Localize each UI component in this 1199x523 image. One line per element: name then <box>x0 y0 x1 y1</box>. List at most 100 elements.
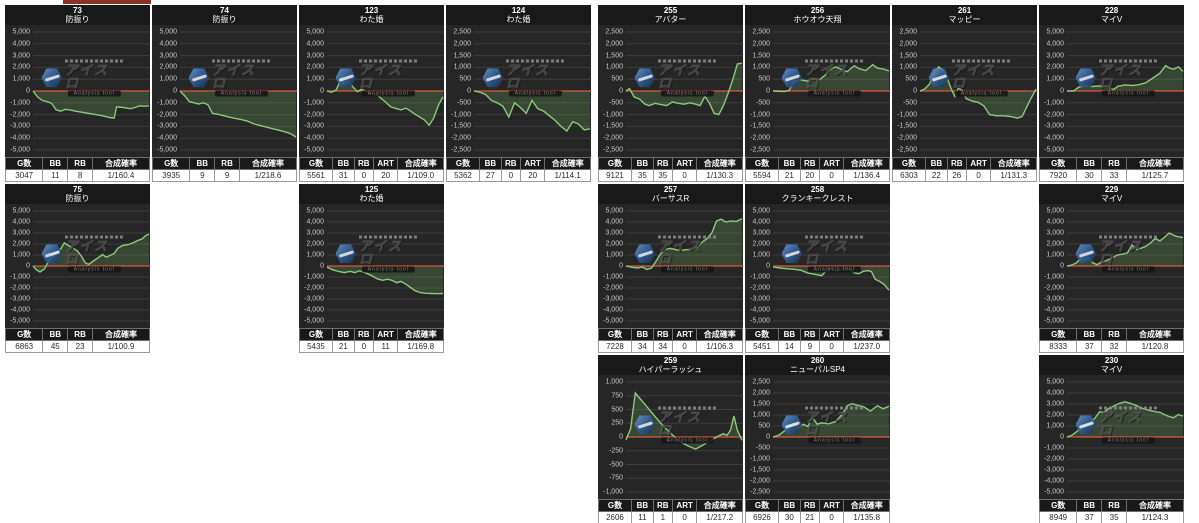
y-axis-tick-label: 0 <box>766 262 770 270</box>
y-axis-tick-label: 2,000 <box>1046 411 1064 419</box>
payout-graph: アイスロ Analysis tool 5,000 4,000 3,000 2,000 1… <box>152 25 297 157</box>
machine-name: わた婚 <box>359 194 384 203</box>
y-axis-tick-label: 0 <box>1060 433 1064 441</box>
stats-cell: 1/237.0 <box>843 340 890 353</box>
y-axis-tick-label: 500 <box>611 406 623 413</box>
y-axis-tick-label: -500 <box>755 444 770 452</box>
y-axis-tick-label: 250 <box>611 419 623 427</box>
stats-cell: 37 <box>1076 511 1103 523</box>
stats-col-header: RB <box>946 157 967 170</box>
y-axis-tick-label: 2,000 <box>306 240 324 248</box>
stats-table: G数 BB RB ART 合成確率 7228 34 34 0 1/106.3 <box>598 328 743 353</box>
payout-line <box>919 65 1037 119</box>
machine-panel[interactable]: 230 マイV アイスロ Analysis tool 5,000 4,000 3,0… <box>1038 355 1185 523</box>
machine-panel[interactable]: 256 ホウオウ天翔 アイスロ Analysis tool 2,500 2,000… <box>745 5 890 182</box>
stats-cell: 32 <box>1101 340 1127 353</box>
machine-panel[interactable]: 123 わた婚 アイスロ Analysis tool 5,000 4,000 3,0… <box>299 5 444 182</box>
stats-table: G数 BB RB ART 合成確率 2606 11 1 0 1/217.2 <box>598 499 743 523</box>
stats-value-row: 8333 37 32 1/120.8 <box>1038 340 1185 353</box>
area-fill <box>626 393 742 450</box>
machine-panel[interactable]: 255 アバター アイスロ Analysis tool 2,500 2,000 1,… <box>598 5 743 182</box>
payout-graph: アイスロ Analysis tool 5,000 4,000 3,000 2,000 1… <box>299 204 444 328</box>
y-axis-tick-label: 500 <box>611 75 623 83</box>
y-axis-tick-label: 1,000 <box>752 251 770 259</box>
y-axis-tick-label: -2,000 <box>157 111 177 119</box>
stats-header-row: G数 BB RB ART 合成確率 <box>745 157 890 170</box>
y-axis-tick-label: -2,000 <box>10 111 30 119</box>
y-axis-tick-label: 5,000 <box>1046 28 1064 36</box>
y-axis-tick-label: 2,000 <box>752 40 770 48</box>
payout-graph: アイスロ Analysis tool 2,500 2,000 1,500 1,000 5… <box>745 25 890 157</box>
stats-col-header: G数 <box>598 157 632 170</box>
stats-value-row: 6303 22 26 0 1/131.3 <box>892 169 1037 182</box>
y-axis-tick-label: -2,000 <box>603 284 623 292</box>
stats-col-header: RB <box>652 157 673 170</box>
y-axis-tick-label: -3,000 <box>10 122 30 130</box>
y-axis-tick-label: 2,000 <box>12 63 30 71</box>
y-axis-tick-label: 5,000 <box>306 207 324 215</box>
machine-panel[interactable]: 74 防振り アイスロ Analysis tool 5,000 4,000 3,00… <box>151 5 298 182</box>
stats-col-header: G数 <box>1038 328 1078 341</box>
stats-table: G数 BB RB 合成確率 6863 45 23 1/100.9 <box>4 328 151 353</box>
machine-name: マイV <box>1100 15 1123 24</box>
y-axis-tick-label: 1,500 <box>899 52 917 60</box>
stats-table-wrap: G数 BB RB 合成確率 8333 37 32 1/120.8 <box>1038 328 1185 353</box>
machine-panel[interactable]: 228 マイV アイスロ Analysis tool 5,000 4,000 3,0… <box>1038 5 1185 182</box>
machine-panel[interactable]: 260 ニューパルSP4 アイスロ Analysis tool 2,500 2,0… <box>745 355 890 523</box>
machine-number: 255 <box>663 5 678 15</box>
stats-table-wrap: G数 BB RB ART 合成確率 7228 34 34 0 1/106.3 <box>598 328 743 353</box>
y-axis-tick-label: 3,000 <box>752 229 770 237</box>
top-red-bar-fragment <box>63 0 151 4</box>
y-axis-tick-label: -3,000 <box>157 122 177 130</box>
area-fill <box>1067 65 1183 91</box>
stats-header-row: G数 BB RB 合成確率 <box>1038 157 1185 170</box>
stats-cell: 11 <box>42 169 69 182</box>
stats-col-header: G数 <box>151 157 191 170</box>
machine-panel[interactable]: 125 わた婚 アイスロ Analysis tool 5,000 4,000 3,0… <box>299 184 444 353</box>
y-axis-tick-label: -1,000 <box>451 111 471 119</box>
y-axis-tick-label: 0 <box>26 87 30 95</box>
stats-cell: 6926 <box>745 511 779 523</box>
stats-col-header: BB <box>777 499 801 512</box>
y-axis-tick-label: 5,000 <box>12 207 30 215</box>
y-axis-tick-label: -4,000 <box>10 134 30 142</box>
machine-panel[interactable]: 229 マイV アイスロ Analysis tool 5,000 4,000 3,0… <box>1038 184 1185 353</box>
machine-name: ニューパルSP4 <box>789 365 846 374</box>
y-axis-tick-label: -1,000 <box>603 273 623 281</box>
y-axis-tick-label: -5,000 <box>750 317 770 325</box>
stats-col-header: ART <box>519 157 546 170</box>
y-axis-tick-label: 1,000 <box>453 63 471 71</box>
stats-col-header: 合成確率 <box>397 328 444 341</box>
stats-cell: 1/106.3 <box>696 340 743 353</box>
machine-panel[interactable]: 257 バーサスR アイスロ Analysis tool 5,000 4,000 3… <box>598 184 743 353</box>
y-axis-tick-label: 5,000 <box>752 207 770 215</box>
y-axis-tick-label: -500 <box>902 99 917 107</box>
y-axis-tick-label: 5,000 <box>306 28 324 36</box>
y-axis-tick-label: -4,000 <box>1044 134 1064 142</box>
machine-panel[interactable]: 258 クランキークレスト アイスロ Analysis tool 5,000 4,… <box>745 184 890 353</box>
payout-line <box>625 391 743 450</box>
y-axis-tick-label: -2,000 <box>1044 455 1064 463</box>
machine-panel[interactable]: 261 マッピー アイスロ Analysis tool 2,500 2,000 1,… <box>892 5 1037 182</box>
machine-panel-header: 261 マッピー <box>892 5 1037 25</box>
machine-panel[interactable]: 124 わた婚 アイスロ Analysis tool 2,500 2,000 1,5… <box>446 5 591 182</box>
stats-col-header: 合成確率 <box>1125 328 1185 341</box>
machine-name: マイV <box>1100 365 1123 374</box>
machine-panel-header: 125 わた婚 <box>299 184 444 204</box>
y-axis-tick-label: -2,000 <box>750 284 770 292</box>
machine-panel[interactable]: 259 ハイパーラッシュ アイスロ Analysis tool 1,000 750… <box>598 355 743 523</box>
machine-panel[interactable]: 73 防振り アイスロ Analysis tool 5,000 4,000 3,00… <box>4 5 151 182</box>
stats-cell: 9 <box>214 169 240 182</box>
machine-panel[interactable]: 75 防振り アイスロ Analysis tool 5,000 4,000 3,00… <box>4 184 151 353</box>
payout-line <box>326 266 444 295</box>
y-axis-tick-label: 0 <box>913 87 917 95</box>
y-axis-tick-label: -5,000 <box>603 317 623 325</box>
y-axis-tick-label: -1,500 <box>451 122 471 130</box>
stats-table-wrap: G数 BB RB 合成確率 6863 45 23 1/100.9 <box>4 328 151 353</box>
stats-col-header: BB <box>630 157 654 170</box>
y-axis-tick-label: -3,000 <box>304 295 324 303</box>
stats-value-row: 5594 21 20 0 1/136.4 <box>745 169 890 182</box>
machine-number: 261 <box>957 5 972 15</box>
stats-col-header: ART <box>965 157 992 170</box>
y-axis-tick-label: -3,000 <box>10 295 30 303</box>
